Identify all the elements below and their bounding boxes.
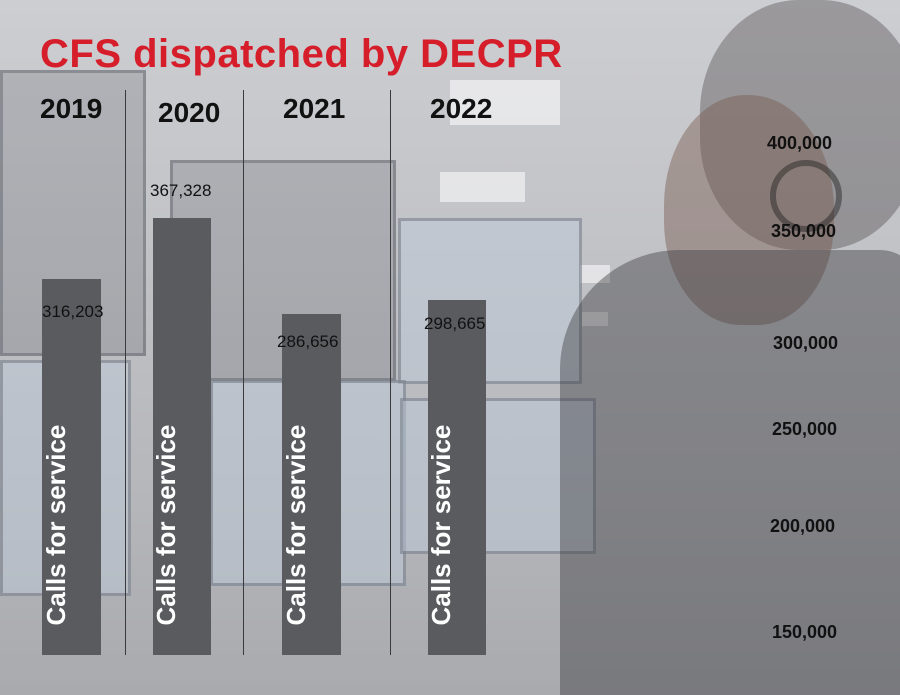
year-label-2021: 2021 — [283, 93, 346, 124]
bar-2019: Calls for service — [40, 278, 101, 655]
bar-label: Calls for service — [426, 424, 456, 626]
column-divider — [390, 90, 391, 655]
chart-title: CFS dispatched by DECPR — [40, 32, 563, 76]
ceiling-light — [450, 80, 560, 125]
bar-label: Calls for service — [151, 424, 181, 626]
value-label-2019: 316,203 — [42, 302, 104, 321]
value-label-2022: 298,665 — [424, 314, 486, 333]
year-label-2019: 2019 — [40, 93, 103, 124]
y-tick-label: 200,000 — [770, 516, 836, 536]
bar-2020: Calls for service — [151, 218, 211, 655]
y-tick-label: 150,000 — [772, 622, 838, 642]
bar-2021: Calls for service — [280, 313, 341, 655]
column-divider — [125, 90, 126, 655]
value-label-2020: 367,328 — [150, 181, 212, 200]
bar-2022: Calls for service — [426, 299, 486, 655]
column-divider — [243, 90, 244, 655]
y-tick-label: 250,000 — [772, 419, 838, 439]
y-tick-label: 350,000 — [771, 221, 837, 241]
bar-label: Calls for service — [280, 424, 311, 626]
headset-icon — [770, 160, 842, 232]
bar-label: Calls for service — [40, 424, 71, 626]
ceiling-light — [440, 172, 525, 202]
ceiling-light — [582, 312, 608, 326]
background-monitor — [398, 218, 582, 384]
y-tick-label: 400,000 — [767, 133, 833, 153]
ceiling-light — [580, 265, 610, 283]
dispatcher-body — [560, 250, 900, 695]
value-label-2021: 286,656 — [277, 332, 339, 351]
year-label-2020: 2020 — [158, 97, 221, 128]
y-tick-label: 300,000 — [773, 333, 839, 353]
year-label-2022: 2022 — [430, 93, 493, 124]
